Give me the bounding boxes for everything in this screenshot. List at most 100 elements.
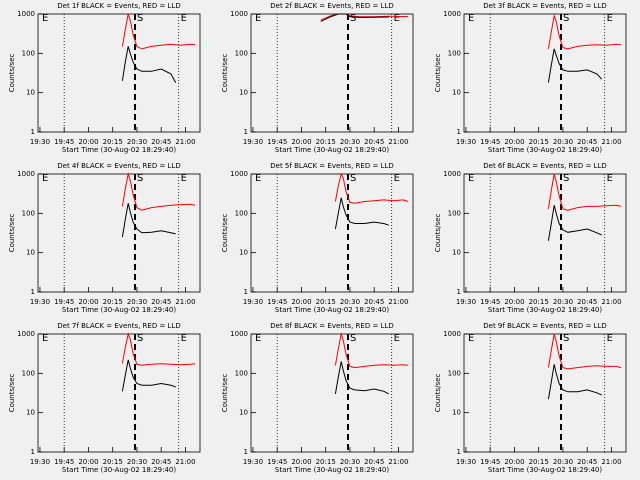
x-tick-label: 19:45 (54, 458, 74, 466)
plot-frame (463, 333, 627, 453)
chart-title: Det 2f BLACK = Events, RED = LLD (270, 2, 393, 10)
y-tick-label: 1000 (443, 170, 461, 178)
y-tick-label: 1 (457, 128, 461, 136)
x-axis-label: Start Time (30-Aug-02 18:29:40) (62, 146, 176, 154)
plot-frame (250, 173, 414, 293)
series-line (547, 48, 603, 83)
x-axis-label: Start Time (30-Aug-02 18:29:40) (488, 146, 602, 154)
annotation: E (255, 173, 261, 184)
y-tick-label: 1 (244, 128, 248, 136)
annotation: S (137, 13, 143, 24)
x-tick-label: 20:45 (151, 458, 171, 466)
x-tick-label: 21:00 (175, 298, 195, 306)
x-tick-label: 20:30 (127, 458, 147, 466)
series-line (121, 359, 176, 392)
x-tick-label: 21:00 (601, 298, 621, 306)
chart-panel: Det 5f BLACK = Events, RED = LLD Start Ti… (221, 162, 414, 314)
y-tick-label: 1 (244, 288, 248, 296)
plot-frame (250, 333, 414, 453)
y-tick-label: 1 (457, 448, 461, 456)
y-tick-label: 10 (452, 249, 461, 257)
series-line (547, 364, 602, 400)
annotation: S (137, 333, 143, 344)
series-line (334, 197, 389, 230)
x-tick-label: 19:45 (267, 458, 287, 466)
annotation: E (607, 13, 613, 24)
chart-title: Det 6f BLACK = Events, RED = LLD (483, 162, 606, 170)
x-tick-label: 20:15 (316, 458, 336, 466)
annotation: S (563, 13, 569, 24)
chart-panel: Det 1f BLACK = Events, RED = LLD Start Ti… (8, 2, 201, 154)
x-tick-label: 20:30 (340, 298, 360, 306)
x-tick-label: 19:30 (30, 458, 50, 466)
x-tick-label: 20:30 (340, 138, 360, 146)
x-tick-label: 20:15 (103, 298, 123, 306)
x-tick-label: 20:30 (553, 298, 573, 306)
x-tick-label: 20:00 (504, 138, 524, 146)
annotation: E (468, 333, 474, 344)
y-tick-label: 100 (235, 209, 248, 217)
x-tick-label: 19:30 (30, 138, 50, 146)
plot-frame (37, 333, 201, 453)
y-tick-label: 1 (31, 288, 35, 296)
x-tick-label: 21:00 (388, 138, 408, 146)
x-axis-label: Start Time (30-Aug-02 18:29:40) (275, 466, 389, 474)
series-line (121, 332, 196, 366)
x-tick-label: 20:00 (291, 138, 311, 146)
x-tick-label: 20:45 (577, 458, 597, 466)
y-tick-label: 1000 (17, 170, 35, 178)
x-tick-label: 20:15 (316, 138, 336, 146)
chart-title: Det 5f BLACK = Events, RED = LLD (270, 162, 393, 170)
x-tick-label: 20:30 (340, 458, 360, 466)
y-axis-label: Counts/sec (8, 214, 16, 253)
annotation: E (42, 333, 48, 344)
x-axis-label: Start Time (30-Aug-02 18:29:40) (275, 306, 389, 314)
annotation: S (350, 173, 356, 184)
x-tick-label: 21:00 (388, 458, 408, 466)
annotation: S (137, 173, 143, 184)
plot-frame (463, 13, 627, 133)
y-axis-label: Counts/sec (221, 374, 229, 413)
series-line (547, 205, 602, 241)
annotation: S (563, 333, 569, 344)
x-axis-label: Start Time (30-Aug-02 18:29:40) (62, 306, 176, 314)
x-tick-label: 19:45 (480, 298, 500, 306)
x-tick-label: 21:00 (601, 458, 621, 466)
annotation: E (394, 13, 400, 24)
x-tick-label: 19:45 (480, 458, 500, 466)
y-tick-label: 100 (448, 49, 461, 57)
y-tick-label: 100 (235, 49, 248, 57)
annotation: E (394, 173, 400, 184)
series-line (320, 13, 389, 22)
y-tick-label: 100 (22, 369, 35, 377)
x-tick-label: 20:00 (78, 458, 98, 466)
x-tick-label: 19:30 (243, 458, 263, 466)
x-tick-label: 20:15 (103, 138, 123, 146)
chart-title: Det 3f BLACK = Events, RED = LLD (483, 2, 606, 10)
annotation: E (255, 13, 261, 24)
annotation: E (42, 13, 48, 24)
x-tick-label: 19:30 (456, 458, 476, 466)
plot-frame (250, 13, 414, 133)
y-tick-label: 1000 (17, 330, 35, 338)
x-tick-label: 19:30 (30, 298, 50, 306)
y-tick-label: 1000 (17, 10, 35, 18)
x-axis-label: Start Time (30-Aug-02 18:29:40) (488, 466, 602, 474)
annotation: S (350, 333, 356, 344)
x-axis-label: Start Time (30-Aug-02 18:29:40) (275, 146, 389, 154)
x-tick-label: 20:30 (553, 138, 573, 146)
y-tick-label: 10 (239, 89, 248, 97)
series-line (121, 172, 196, 211)
series-line (547, 333, 622, 370)
chart-panel: Det 4f BLACK = Events, RED = LLD Start Ti… (8, 162, 201, 314)
y-tick-label: 1 (31, 448, 35, 456)
series-line (334, 172, 409, 204)
x-tick-label: 20:45 (364, 138, 384, 146)
y-tick-label: 10 (239, 249, 248, 257)
y-tick-label: 10 (26, 249, 35, 257)
y-axis-label: Counts/sec (221, 54, 229, 93)
plot-frame (37, 173, 201, 293)
x-tick-label: 19:45 (54, 298, 74, 306)
x-tick-label: 19:45 (54, 138, 74, 146)
